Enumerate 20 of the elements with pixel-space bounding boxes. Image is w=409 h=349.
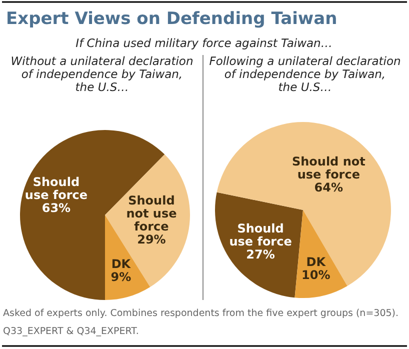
- data-label: 9%: [110, 270, 132, 284]
- text: Asked of experts only. Combines respondents from the five expert groups (n=305).: [3, 308, 399, 319]
- chart-subtitle: Without a unilateral declaration of independence by Taiwan, the U.S…: [10, 54, 194, 94]
- data-label: 27%: [246, 247, 275, 262]
- chart-subtitle: Following a unilateral declaration of independence by Taiwan, the U.S…: [209, 54, 401, 94]
- slice-label: DK: [111, 257, 132, 272]
- text: If China used military force against Taiwan…: [76, 36, 332, 50]
- data-label: 64%: [314, 180, 344, 194]
- pie-slice: [216, 122, 391, 286]
- text: Q33_EXPERT & Q34_EXPERT.: [3, 326, 139, 337]
- slice-label: Should not use force: [292, 154, 366, 182]
- slice-label: Should use force: [229, 221, 292, 248]
- slice-label: Should use force: [24, 175, 88, 202]
- data-label: 29%: [137, 232, 166, 247]
- data-label: 10%: [302, 268, 330, 282]
- pie-slice: [215, 192, 303, 298]
- chart-title: Expert Views on Defending Taiwan: [6, 9, 338, 29]
- data-label: 63%: [42, 201, 71, 216]
- slice-label: DK: [306, 254, 326, 269]
- slice-label: Should not use force: [126, 194, 177, 234]
